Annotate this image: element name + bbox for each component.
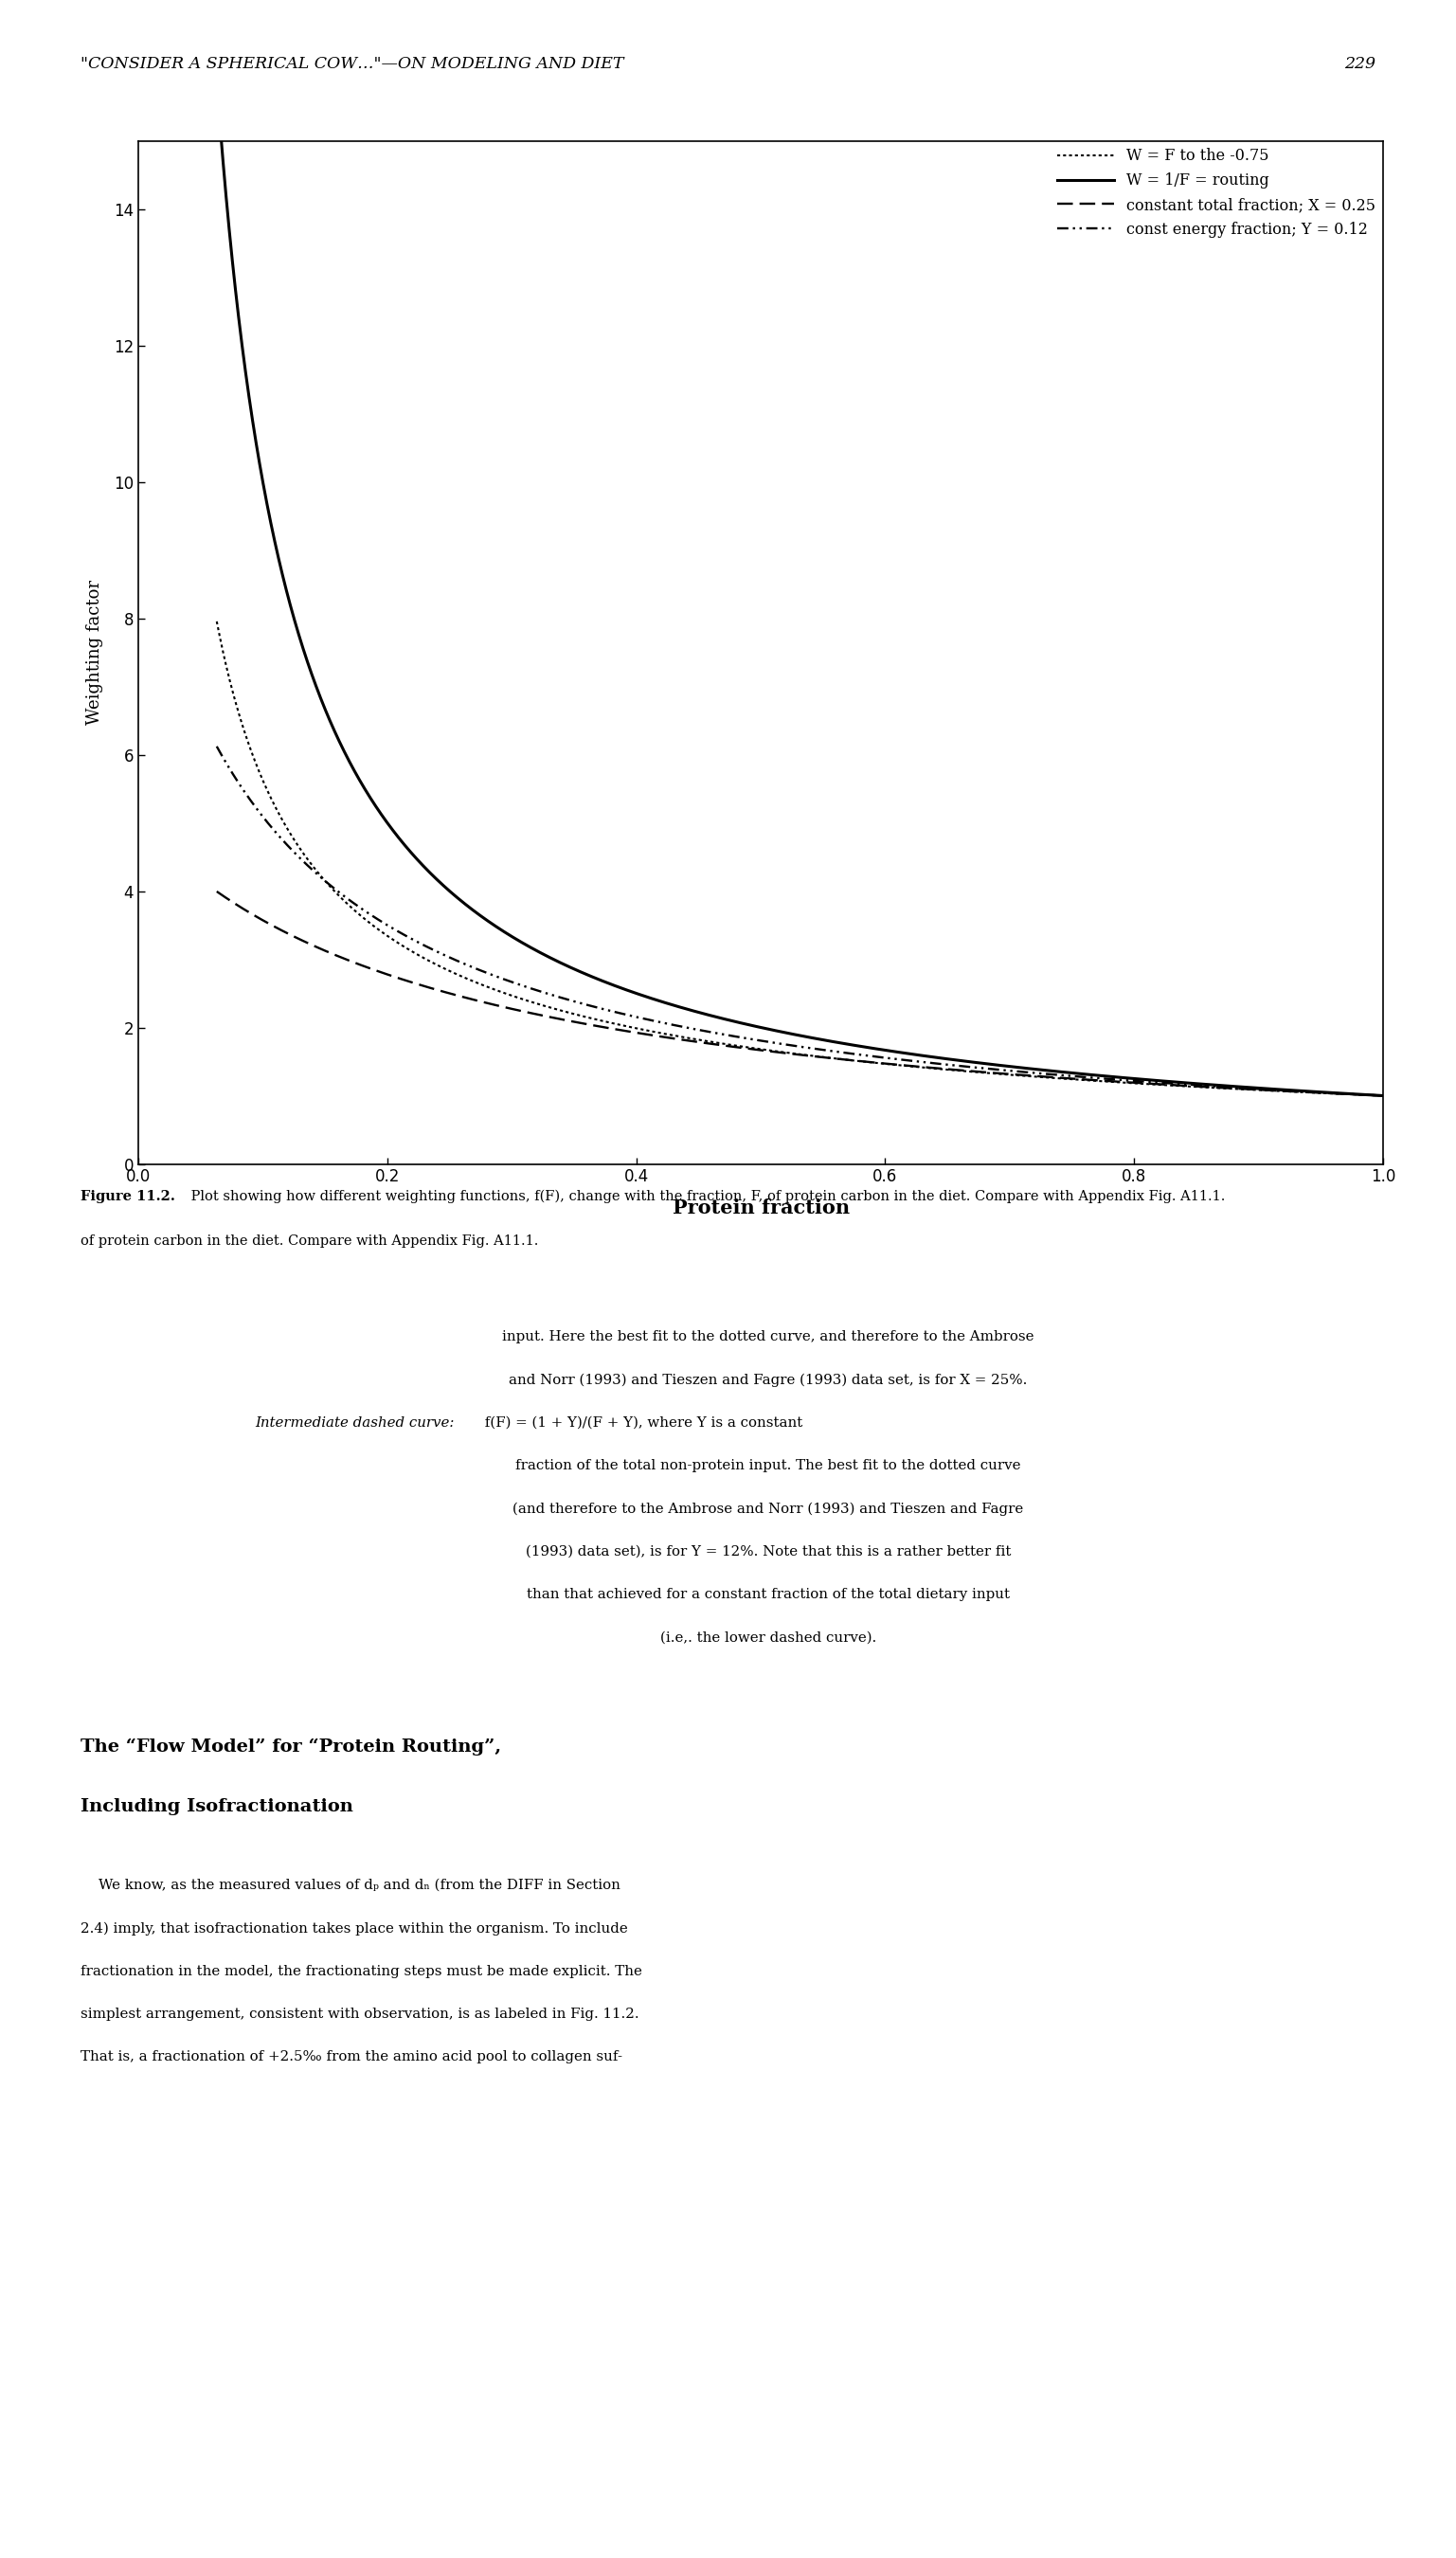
Text: fractionation in the model, the fractionating steps must be made explicit. The: fractionation in the model, the fraction…: [80, 1965, 642, 1977]
Text: Plot showing how different weighting functions, f(F), change with the fraction, : Plot showing how different weighting fun…: [186, 1189, 1224, 1202]
Text: f(F) = (1 + Y)/(F + Y), where Y is a constant: f(F) = (1 + Y)/(F + Y), where Y is a con…: [480, 1417, 802, 1430]
X-axis label: Protein fraction: Protein fraction: [673, 1200, 849, 1218]
Y-axis label: Weighting factor: Weighting factor: [86, 581, 103, 724]
Text: Intermediate dashed curve:: Intermediate dashed curve:: [255, 1417, 459, 1430]
Text: than that achieved for a constant fraction of the total dietary input: than that achieved for a constant fracti…: [527, 1589, 1009, 1601]
Text: (and therefore to the Ambrose and Norr (1993) and Tieszen and Fagre: (and therefore to the Ambrose and Norr (…: [513, 1502, 1024, 1517]
Text: 229: 229: [1345, 56, 1376, 72]
Text: (i.e,. the lower dashed curve).: (i.e,. the lower dashed curve).: [660, 1632, 877, 1645]
Text: The “Flow Model” for “Protein Routing”,: The “Flow Model” for “Protein Routing”,: [80, 1737, 501, 1755]
Text: Figure 11.2.: Figure 11.2.: [80, 1189, 175, 1202]
Text: 2.4) imply, that isofractionation takes place within the organism. To include: 2.4) imply, that isofractionation takes …: [80, 1921, 628, 1936]
Text: and Norr (1993) and Tieszen and Fagre (1993) data set, is for X = 25%.: and Norr (1993) and Tieszen and Fagre (1…: [508, 1374, 1028, 1386]
Text: We know, as the measured values of dₚ and dₙ (from the DIFF in Section: We know, as the measured values of dₚ an…: [80, 1878, 620, 1893]
Text: fraction of the total non-protein input. The best fit to the dotted curve: fraction of the total non-protein input.…: [515, 1458, 1021, 1473]
Text: input. Here the best fit to the dotted curve, and therefore to the Ambrose: input. Here the best fit to the dotted c…: [502, 1330, 1034, 1343]
Text: of protein carbon in the diet. Compare with Appendix Fig. A11.1.: of protein carbon in the diet. Compare w…: [80, 1233, 537, 1248]
Legend: W = F to the -0.75, W = 1/F = routing, constant total fraction; X = 0.25, const : W = F to the -0.75, W = 1/F = routing, c…: [1057, 148, 1376, 238]
Text: Including Isofractionation: Including Isofractionation: [80, 1798, 352, 1816]
Text: simplest arrangement, consistent with observation, is as labeled in Fig. 11.2.: simplest arrangement, consistent with ob…: [80, 2008, 639, 2021]
Text: (1993) data set), is for Y = 12%. Note that this is a rather better fit: (1993) data set), is for Y = 12%. Note t…: [526, 1545, 1010, 1558]
Text: That is, a fractionation of +2.5‰ from the amino acid pool to collagen suf-: That is, a fractionation of +2.5‰ from t…: [80, 2052, 622, 2064]
Text: "CONSIDER A SPHERICAL COW…"—ON MODELING AND DIET: "CONSIDER A SPHERICAL COW…"—ON MODELING …: [80, 56, 623, 72]
